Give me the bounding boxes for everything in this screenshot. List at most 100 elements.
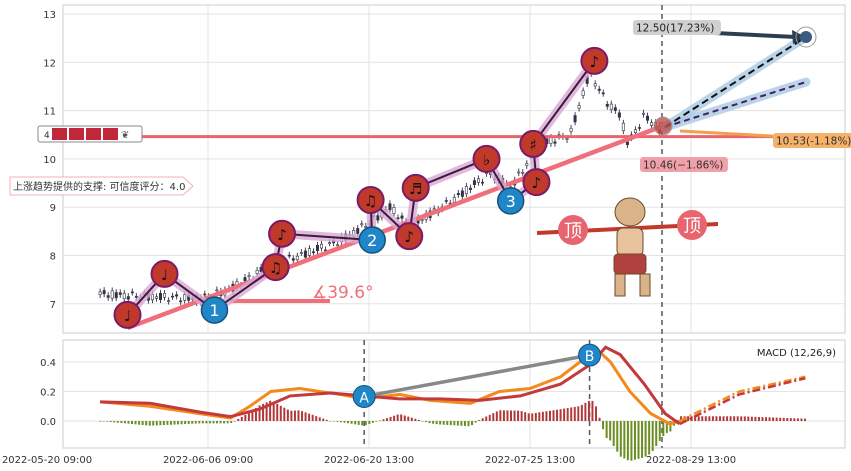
macd-histogram-bar <box>99 421 102 422</box>
macd-histogram-bar <box>602 421 605 430</box>
macd-histogram-bar <box>442 421 445 425</box>
macd-histogram-bar <box>626 421 629 461</box>
candle-body <box>295 255 299 261</box>
forecast-label-bg <box>773 133 851 148</box>
macd-dif-projection <box>679 375 806 423</box>
dog-leg-icon <box>614 273 626 297</box>
macd-histogram-bar <box>747 416 750 421</box>
candle-body <box>633 129 637 133</box>
macd-histogram-bar <box>417 419 420 421</box>
wave-number-label: 3 <box>506 192 516 211</box>
macd-histogram-bar <box>669 421 672 432</box>
macd-histogram-bar <box>191 421 194 424</box>
candle-body <box>625 141 629 145</box>
macd-histogram-bar <box>141 421 144 426</box>
candle-body <box>569 127 573 132</box>
rating-star-icon <box>103 128 118 140</box>
forecast-label-bg <box>633 20 721 35</box>
note-icon: ♪ <box>277 226 287 244</box>
macd-histogram-bar <box>531 413 534 421</box>
macd-histogram-bar <box>513 410 516 421</box>
candle-body <box>617 112 621 118</box>
macd-histogram-bar <box>216 421 219 424</box>
top-label: 顶 <box>564 221 582 242</box>
note-icon: ♩ <box>161 266 168 284</box>
candle-body <box>134 296 138 298</box>
macd-histogram-bar <box>793 418 796 421</box>
rating-half-icon: ❦ <box>121 130 129 141</box>
macd-histogram-bar <box>463 421 466 426</box>
macd-histogram-bar <box>556 409 559 421</box>
macd-histogram-bar <box>520 411 523 421</box>
macd-histogram-bar <box>378 420 381 421</box>
candle-body <box>464 186 468 195</box>
macd-histogram-bar <box>573 406 576 421</box>
macd-histogram-bar <box>548 410 551 421</box>
candle-body <box>392 207 396 214</box>
target-point <box>800 31 812 43</box>
y-tick-label: 11 <box>43 107 56 118</box>
macd-histogram-bar <box>194 421 197 424</box>
candle-body <box>376 215 380 221</box>
macd-histogram-bar <box>718 416 721 421</box>
macd-histogram-bar <box>421 420 424 422</box>
y-tick-label: 9 <box>50 203 56 214</box>
macd-histogram-bar <box>633 421 636 460</box>
wave-number-marker <box>496 187 525 215</box>
candle-body <box>432 208 436 211</box>
macd-histogram-bar <box>173 421 176 425</box>
candle-body <box>150 293 154 301</box>
macd-histogram-bar <box>407 416 410 421</box>
top-marker <box>677 210 707 240</box>
macd-histogram-bar <box>116 421 119 423</box>
x-tick-label: 2022-06-20 13:00 <box>324 455 414 466</box>
candle-body <box>287 254 291 257</box>
macd-histogram-bar <box>658 421 661 442</box>
macd-histogram-bar <box>134 421 137 425</box>
candle-body <box>472 180 476 185</box>
macd-histogram-bar <box>286 409 289 421</box>
candle-body <box>98 291 102 295</box>
y-tick-label: 10 <box>43 155 56 166</box>
macd-histogram-bar <box>552 410 555 421</box>
candle-body <box>565 138 569 140</box>
macd-dea-line <box>100 345 681 426</box>
candle-body <box>328 242 332 244</box>
note-marker <box>356 185 385 214</box>
candle-body <box>167 300 171 302</box>
macd-histogram-bar <box>159 421 162 426</box>
y-tick-label: 8 <box>50 252 56 263</box>
macd-histogram-bar <box>439 421 442 425</box>
macd-histogram-bar <box>736 416 739 421</box>
macd-histogram-bar <box>772 417 775 421</box>
macd-histogram-bar <box>152 421 155 426</box>
macd-histogram-bar <box>563 408 566 421</box>
macd-histogram-bar <box>301 411 304 421</box>
macd-histogram-bar <box>796 418 799 421</box>
macd-histogram-bar <box>488 414 491 421</box>
macd-histogram-bar <box>145 421 148 426</box>
rating-label: 4 <box>44 131 50 141</box>
macd-histogram-bar <box>375 421 378 422</box>
macd-histogram-bar <box>226 421 229 424</box>
wave-number-label: 2 <box>367 231 377 250</box>
wave-number-marker <box>358 226 386 254</box>
macd-histogram-bar <box>779 417 782 421</box>
macd-histogram-bar <box>148 421 151 426</box>
note-icon: ♫ <box>364 192 377 210</box>
macd-dif-line <box>99 345 681 426</box>
angle-label: ∡39.6° <box>312 283 374 303</box>
macd-histogram-bar <box>339 421 342 423</box>
candle-body <box>444 200 448 202</box>
macd-histogram-bar <box>566 408 569 421</box>
macd-histogram-bar <box>481 418 484 421</box>
macd-histogram-bar <box>393 415 396 421</box>
macd-histogram-bar <box>240 416 243 421</box>
candle-body <box>336 244 340 247</box>
macd-histogram-bar <box>169 421 172 425</box>
dog-head-icon <box>614 197 646 227</box>
macd-histogram-bar <box>485 416 488 421</box>
macd-histogram-bar <box>595 406 598 421</box>
macd-histogram-bar <box>474 421 477 423</box>
